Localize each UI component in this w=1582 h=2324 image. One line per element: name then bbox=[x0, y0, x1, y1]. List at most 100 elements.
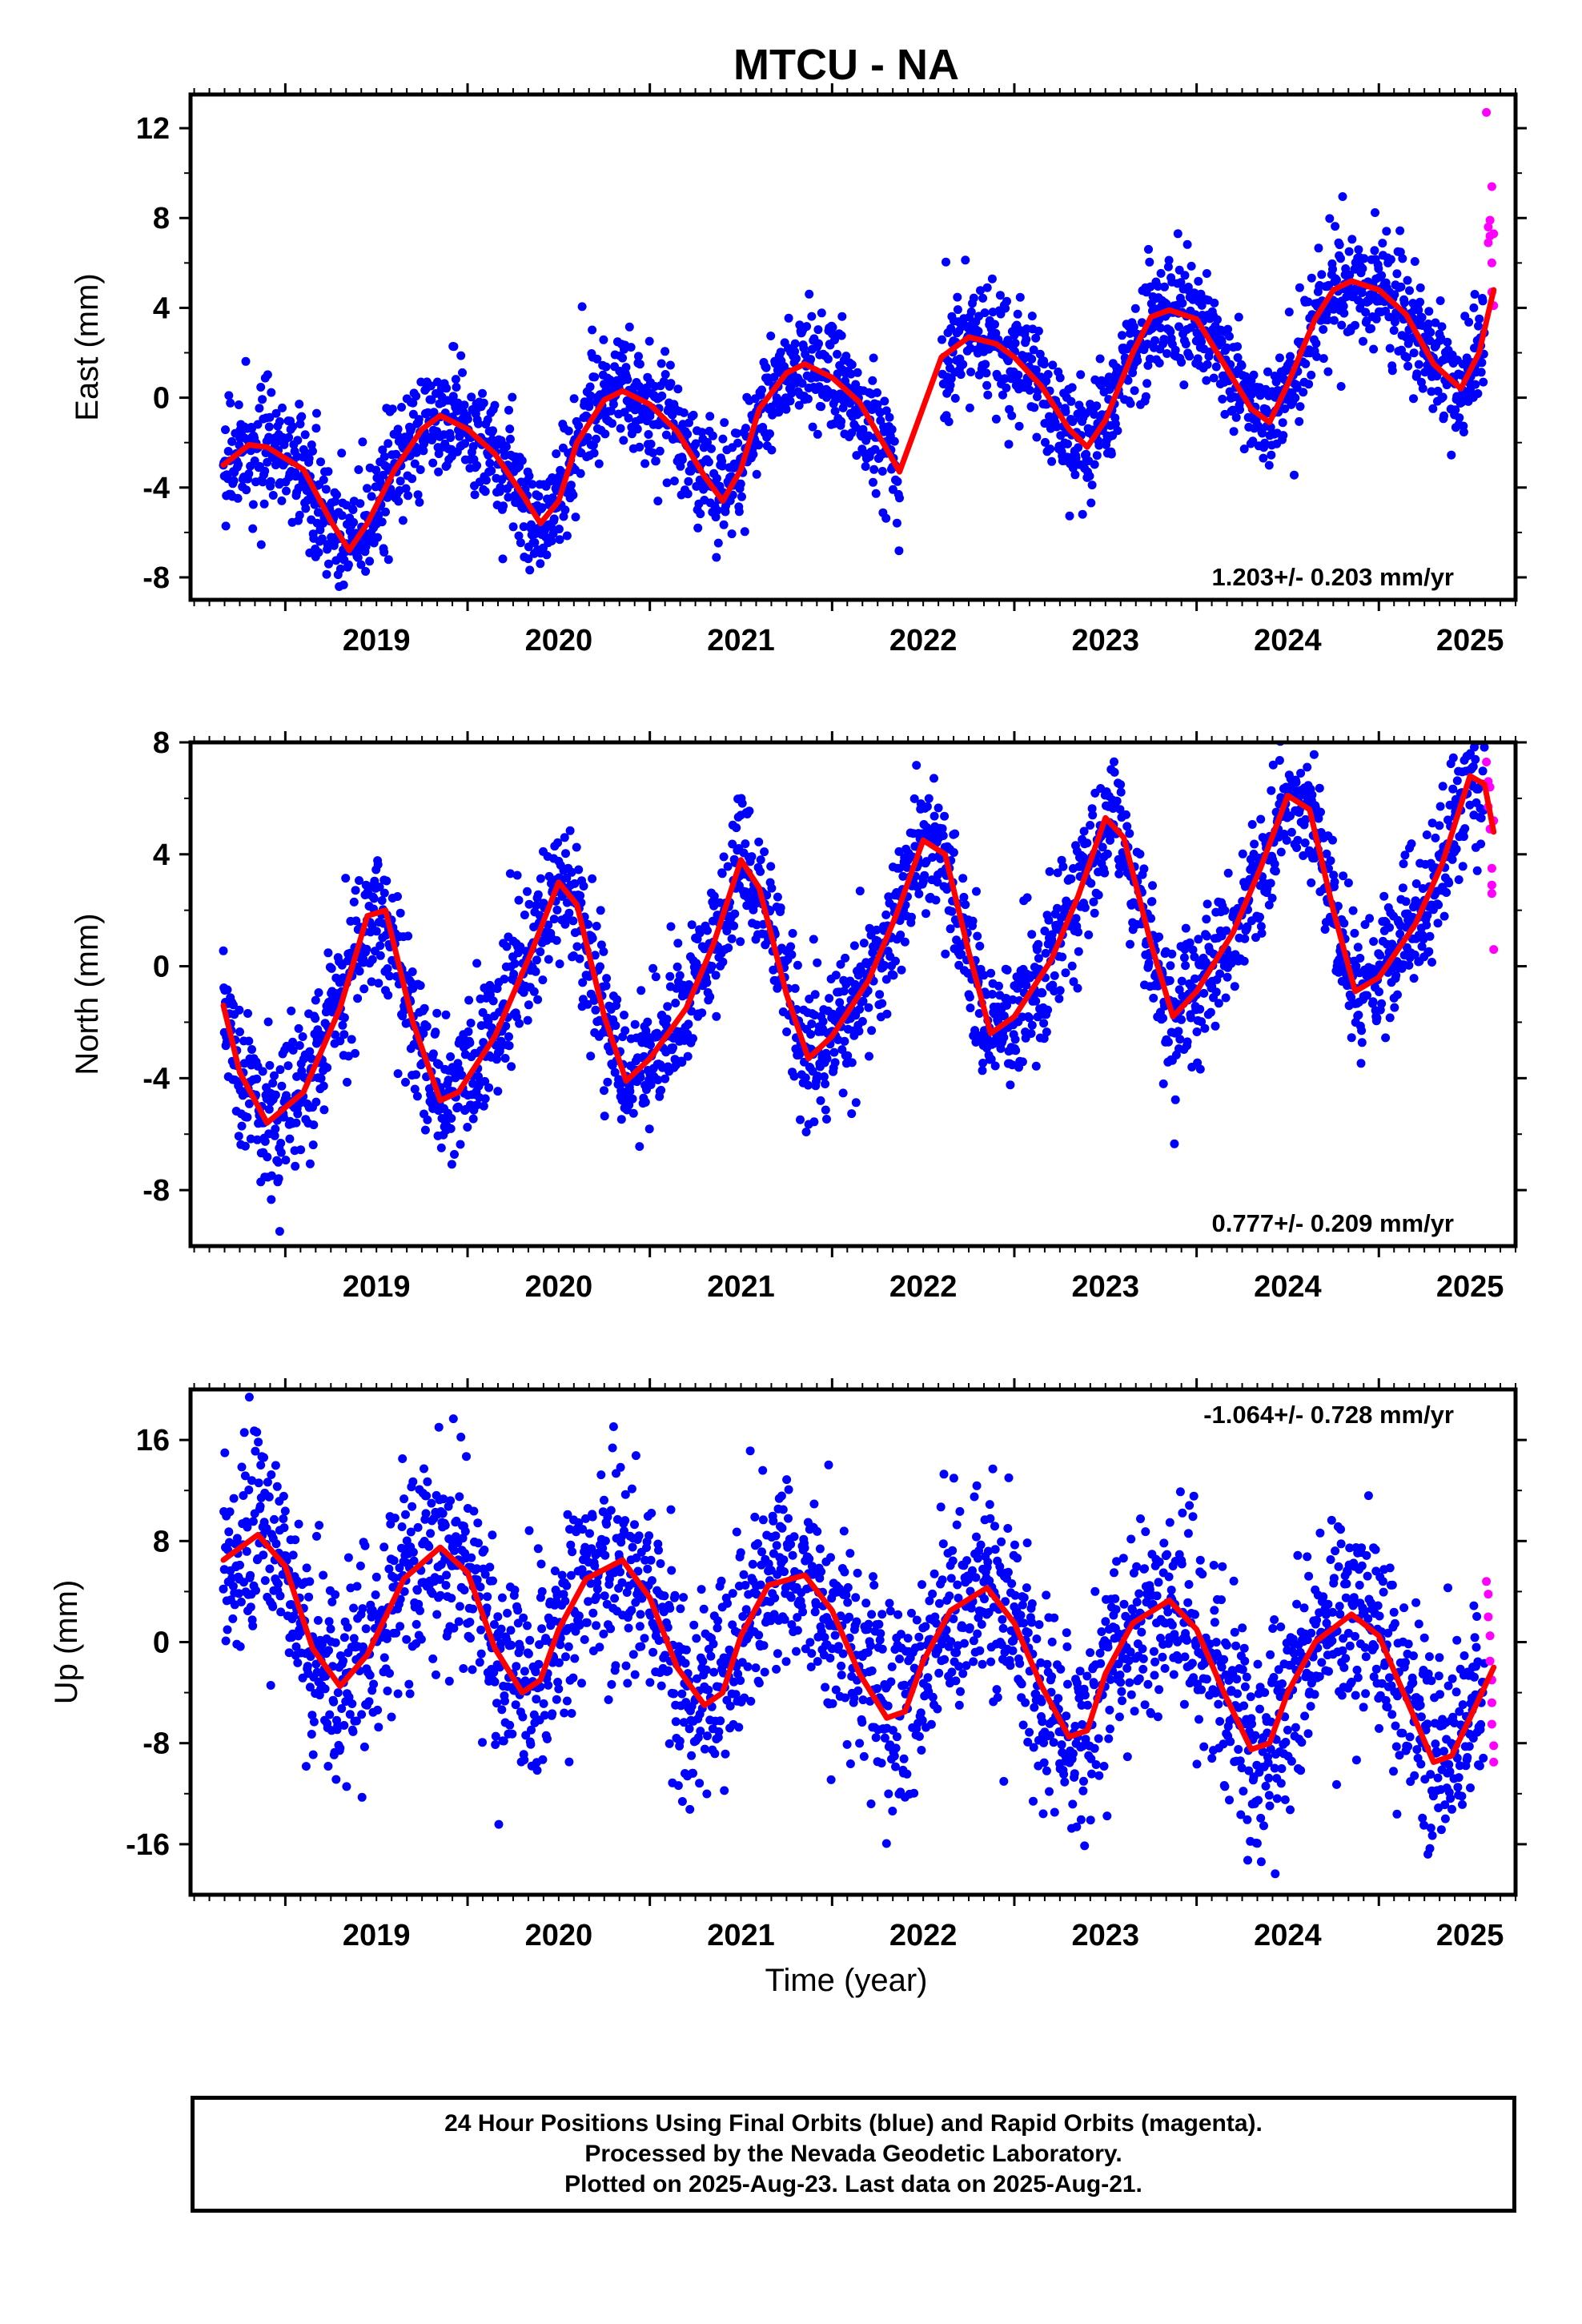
final-orbit-point bbox=[809, 1117, 819, 1127]
final-orbit-point bbox=[446, 1052, 456, 1061]
final-orbit-point bbox=[383, 439, 393, 448]
final-orbit-point bbox=[893, 476, 902, 486]
final-orbit-point bbox=[1433, 386, 1443, 396]
final-orbit-point bbox=[1174, 985, 1184, 995]
final-orbit-point bbox=[1464, 719, 1473, 728]
final-orbit-point bbox=[275, 417, 284, 426]
final-orbit-point bbox=[624, 413, 633, 423]
final-orbit-point bbox=[414, 415, 424, 424]
final-orbit-point bbox=[982, 380, 992, 390]
final-orbit-point bbox=[859, 939, 869, 948]
final-orbit-point bbox=[524, 1000, 533, 1010]
final-orbit-point bbox=[603, 1077, 612, 1087]
final-orbit-point bbox=[509, 970, 519, 979]
final-orbit-point bbox=[707, 444, 716, 453]
final-orbit-point bbox=[663, 1002, 673, 1011]
final-orbit-point bbox=[501, 442, 511, 452]
final-orbit-point bbox=[965, 403, 974, 412]
final-orbit-point bbox=[234, 1132, 243, 1141]
final-orbit-point bbox=[1472, 866, 1482, 875]
final-orbit-point bbox=[271, 460, 280, 470]
final-orbit-point bbox=[1004, 440, 1014, 449]
final-orbit-point bbox=[1045, 866, 1054, 876]
final-orbit-point bbox=[956, 370, 966, 380]
final-orbit-point bbox=[305, 1047, 315, 1056]
final-orbit-point bbox=[293, 1109, 303, 1119]
final-orbit-point bbox=[730, 909, 740, 919]
final-orbit-point bbox=[1166, 961, 1175, 971]
final-orbit-point bbox=[628, 1094, 637, 1104]
final-orbit-point bbox=[656, 1085, 666, 1095]
final-orbit-point bbox=[323, 948, 333, 958]
final-orbit-point bbox=[1300, 838, 1310, 847]
final-orbit-point bbox=[788, 929, 797, 938]
final-orbit-point bbox=[356, 560, 366, 569]
final-orbit-point bbox=[1249, 370, 1259, 380]
final-orbit-point bbox=[444, 1076, 453, 1085]
final-orbit-point bbox=[420, 1003, 429, 1013]
final-orbit-point bbox=[669, 1043, 677, 1052]
final-orbit-point bbox=[500, 975, 509, 984]
final-orbit-point bbox=[1126, 939, 1134, 949]
final-orbit-point bbox=[1359, 336, 1367, 346]
final-orbit-point bbox=[1058, 862, 1068, 871]
final-orbit-point bbox=[998, 390, 1007, 400]
final-orbit-point bbox=[1293, 835, 1303, 845]
final-orbit-point bbox=[1170, 1095, 1180, 1104]
final-orbit-point bbox=[315, 525, 325, 535]
final-orbit-point bbox=[312, 408, 321, 418]
final-orbit-point bbox=[1130, 386, 1139, 396]
final-orbit-point bbox=[1197, 1017, 1207, 1027]
final-orbit-point bbox=[880, 396, 889, 406]
final-orbit-point bbox=[982, 368, 991, 378]
final-orbit-point bbox=[322, 569, 331, 579]
final-orbit-point bbox=[1377, 999, 1387, 1008]
final-orbit-point bbox=[1255, 912, 1264, 922]
final-orbit-point bbox=[293, 436, 303, 445]
final-orbit-point bbox=[1467, 717, 1476, 726]
final-orbit-point bbox=[634, 352, 643, 361]
final-orbit-point bbox=[544, 955, 553, 964]
final-orbit-point bbox=[297, 412, 307, 421]
final-orbit-point bbox=[881, 975, 891, 984]
final-orbit-point bbox=[683, 489, 693, 499]
final-orbit-point bbox=[736, 937, 745, 947]
final-orbit-point bbox=[1332, 275, 1341, 285]
final-orbit-point bbox=[1150, 336, 1160, 345]
final-orbit-point bbox=[666, 922, 676, 931]
final-orbit-point bbox=[375, 941, 385, 951]
final-orbit-point bbox=[1073, 983, 1082, 993]
final-orbit-point bbox=[456, 351, 466, 360]
final-orbit-point bbox=[283, 1061, 293, 1071]
final-orbit-point bbox=[1311, 339, 1321, 348]
final-orbit-point bbox=[552, 905, 562, 915]
final-orbit-point bbox=[1158, 1013, 1168, 1023]
final-orbit-point bbox=[1149, 993, 1158, 1003]
final-orbit-point bbox=[1290, 470, 1299, 480]
final-orbit-point bbox=[835, 998, 845, 1007]
final-orbit-point bbox=[375, 883, 384, 892]
final-orbit-point bbox=[851, 423, 861, 432]
final-orbit-point bbox=[499, 501, 508, 511]
final-orbit-point bbox=[314, 988, 323, 997]
final-orbit-point bbox=[1084, 930, 1094, 939]
final-orbit-point bbox=[1063, 439, 1072, 448]
rapid-orbit-point bbox=[1482, 107, 1492, 117]
rapid-orbit-point bbox=[1482, 758, 1492, 766]
final-orbit-point bbox=[394, 497, 404, 506]
final-orbit-point bbox=[1328, 835, 1337, 845]
final-orbit-point bbox=[1422, 830, 1431, 839]
final-orbit-point bbox=[252, 1074, 262, 1084]
final-orbit-point bbox=[1381, 1033, 1391, 1043]
final-orbit-point bbox=[991, 414, 1001, 424]
final-orbit-point bbox=[577, 302, 587, 312]
final-orbit-point bbox=[1425, 931, 1435, 941]
final-orbit-point bbox=[1343, 879, 1353, 887]
final-orbit-point bbox=[773, 892, 782, 902]
final-orbit-point bbox=[1000, 374, 1010, 384]
final-orbit-point bbox=[728, 839, 737, 849]
final-orbit-point bbox=[1222, 926, 1231, 935]
final-orbit-point bbox=[1445, 800, 1455, 810]
final-orbit-point bbox=[1200, 1023, 1210, 1033]
final-orbit-point bbox=[235, 1027, 244, 1036]
